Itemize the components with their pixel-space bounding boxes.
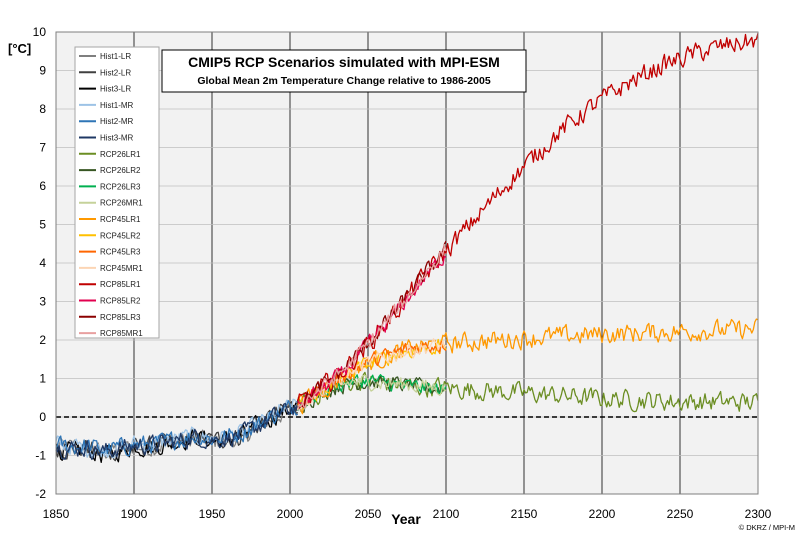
series-line-hist3-mr	[55, 399, 299, 461]
x-axis-label: Year	[391, 511, 421, 527]
y-tick-labels: -2 -1 0 1 2 3 4 5 6 7 8 9 10	[33, 25, 47, 501]
series-line-rcp45mr1	[297, 338, 447, 410]
legend-box	[74, 46, 160, 339]
series-layer	[55, 33, 759, 464]
legend-label: Hist3-LR	[100, 85, 131, 94]
title-box: CMIP5 RCP Scenarios simulated with MPI-E…	[161, 49, 527, 93]
series-line-rcp85lr3	[297, 240, 447, 409]
y-tick-label: 5	[39, 218, 46, 232]
y-tick-label: 10	[33, 25, 47, 39]
legend-label: RCP26MR1	[100, 199, 143, 208]
x-tick-label: 2300	[745, 507, 772, 521]
y-tick-label: 7	[39, 141, 46, 155]
legend-items: Hist1-LR Hist2-LR Hist3-LR Hist1-MR Hist2-MR…	[79, 52, 143, 338]
legend-label: RCP85LR1	[100, 280, 141, 289]
y-tick-label: 8	[39, 102, 46, 116]
chart-title: CMIP5 RCP Scenarios simulated with MPI-E…	[188, 54, 500, 70]
series-line-rcp85mr1	[297, 243, 447, 411]
x-tick-label: 2050	[355, 507, 382, 521]
y-tick-label: -1	[35, 449, 46, 463]
y-tick-label: 1	[39, 372, 46, 386]
legend-label: Hist2-MR	[100, 117, 134, 126]
legend-label: RCP45MR1	[100, 264, 143, 273]
chart-subtitle: Global Mean 2m Temperature Change relati…	[197, 75, 490, 87]
legend-label: RCP26LR2	[100, 166, 141, 175]
series-line-rcp85lr1	[297, 33, 759, 404]
x-tick-label: 2100	[433, 507, 460, 521]
legend-label: RCP85LR3	[100, 313, 141, 322]
legend-label: RCP45LR2	[100, 231, 141, 240]
legend-label: RCP45LR3	[100, 248, 141, 257]
x-tick-label: 2250	[667, 507, 694, 521]
legend-label: Hist1-MR	[100, 101, 134, 110]
x-tick-label: 2200	[589, 507, 616, 521]
y-tick-label: 9	[39, 64, 46, 78]
y-tick-label: 3	[39, 295, 46, 309]
x-tick-labels: 1850 1900 1950 2000 2050 2100 2150 2200 2250 2300	[43, 507, 772, 521]
legend-label: Hist3-MR	[100, 134, 134, 143]
legend-label: RCP26LR1	[100, 150, 141, 159]
y-tick-label: 0	[39, 410, 46, 424]
x-tick-label: 2000	[277, 507, 304, 521]
x-tick-label: 2150	[511, 507, 538, 521]
legend-label: RCP45LR1	[100, 215, 141, 224]
y-axis-label: [°C]	[8, 41, 31, 56]
legend-label: RCP26LR3	[100, 182, 141, 191]
x-tick-label: 1950	[199, 507, 226, 521]
y-tick-label: -2	[35, 487, 46, 501]
credit-text: © DKRZ / MPI-M	[739, 523, 795, 532]
series-line-hist2-mr	[55, 400, 299, 457]
legend-label: RCP85LR2	[100, 297, 141, 306]
x-tick-label: 1900	[121, 507, 148, 521]
plot-border	[55, 31, 759, 495]
legend: Hist1-LR Hist2-LR Hist3-LR Hist1-MR Hist2-MR…	[74, 46, 160, 339]
x-tick-label: 1850	[43, 507, 70, 521]
legend-label: Hist2-LR	[100, 68, 131, 77]
legend-label: Hist1-LR	[100, 52, 131, 61]
y-tick-label: 6	[39, 179, 46, 193]
y-tick-label: 2	[39, 333, 46, 347]
legend-label: RCP85MR1	[100, 329, 143, 338]
series-line-rcp45lr3	[297, 340, 447, 406]
y-tick-label: 4	[39, 256, 46, 270]
